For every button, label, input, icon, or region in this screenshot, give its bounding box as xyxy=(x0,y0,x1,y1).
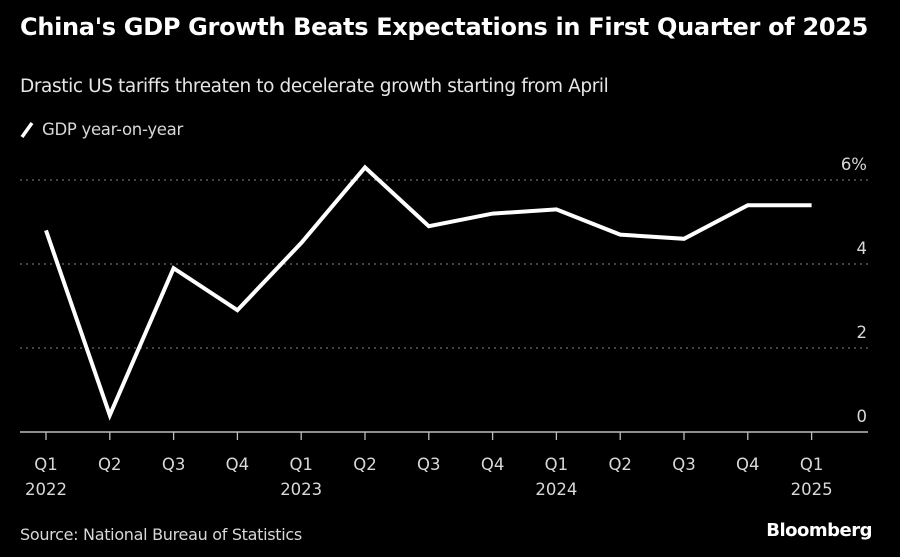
series-line-gdp xyxy=(44,164,812,421)
x-tick-label-year: 2025 xyxy=(791,480,833,499)
x-tick-label-quarter: Q2 xyxy=(353,455,377,474)
chart-title: China's GDP Growth Beats Expectations in… xyxy=(20,13,869,41)
y-axis-tick-labels: 0 2 4 6% xyxy=(841,155,867,426)
series-lines xyxy=(44,164,812,421)
y-tick-label: 0 xyxy=(857,407,868,426)
x-tick-label-quarter: Q4 xyxy=(736,455,760,474)
chart-subtitle: Drastic US tariffs threaten to decelerat… xyxy=(20,76,609,97)
brand-logo: Bloomberg xyxy=(766,520,872,541)
x-tick-label-quarter: Q2 xyxy=(98,455,122,474)
x-tick-label-year: 2023 xyxy=(280,480,322,499)
x-tick-label-quarter: Q1 xyxy=(34,455,58,474)
line-swatch-icon xyxy=(20,121,34,138)
x-tick-label-year: 2022 xyxy=(25,480,67,499)
gridlines xyxy=(20,179,868,349)
y-tick-label: 2 xyxy=(857,323,868,342)
x-tick-label-quarter: Q1 xyxy=(545,455,569,474)
x-tick-label-quarter: Q4 xyxy=(481,455,505,474)
legend: GDP year-on-year xyxy=(20,120,183,139)
x-tick-label-quarter: Q3 xyxy=(162,455,186,474)
x-tick-label-quarter: Q3 xyxy=(417,455,441,474)
x-tick-label-quarter: Q1 xyxy=(289,455,313,474)
x-tick-label-quarter: Q3 xyxy=(672,455,696,474)
x-tick-label-quarter: Q1 xyxy=(800,455,824,474)
source-note: Source: National Bureau of Statistics xyxy=(20,525,302,544)
x-axis: Q1 2022 Q2 Q3 Q4 Q1 2023 Q2 Q3 Q4 Q1 2024 Q2 Q3 Q4 Q1 20… xyxy=(20,431,868,499)
x-tick-label-quarter: Q4 xyxy=(226,455,250,474)
legend-label: GDP year-on-year xyxy=(42,120,183,139)
x-tick-label-quarter: Q2 xyxy=(608,455,632,474)
x-tick-label-year: 2024 xyxy=(535,480,577,499)
y-tick-label: 6% xyxy=(841,155,867,174)
y-tick-label: 4 xyxy=(857,239,868,258)
